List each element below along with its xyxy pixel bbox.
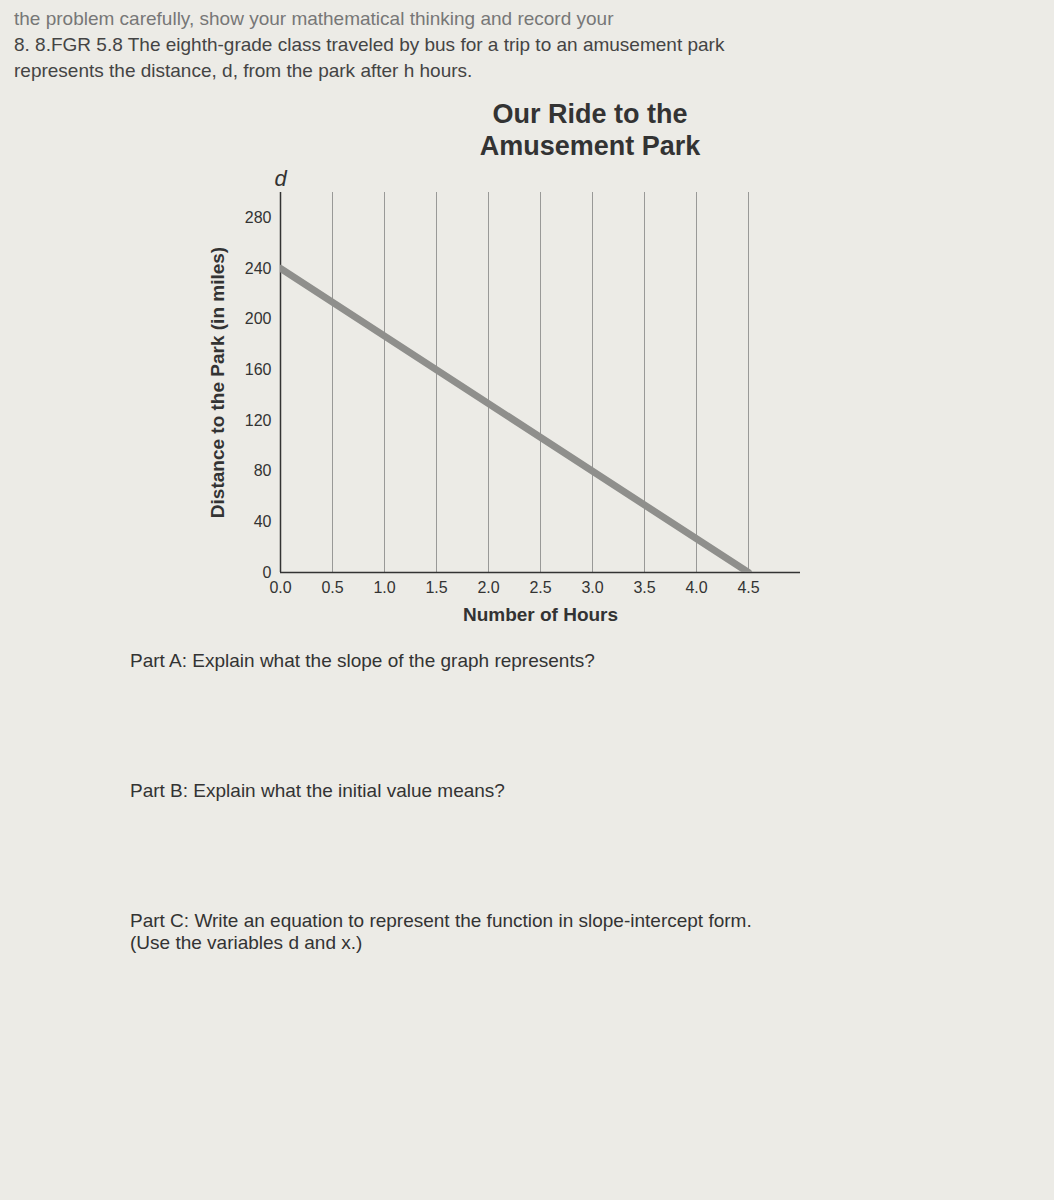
html-text:represents the distance, d, fr: represents the distance, d, from the par… [14,60,473,81]
svg-text:2.0: 2.0 [477,579,499,596]
svg-text:4.5: 4.5 [737,579,759,596]
svg-text:80: 80 [254,462,272,479]
svg-text:0.0: 0.0 [269,579,291,596]
svg-text:Number of Hours: Number of Hours [463,604,618,625]
svg-text:4.0: 4.0 [685,579,707,596]
svg-text:2.5: 2.5 [529,579,551,596]
svg-text:d: d [275,166,288,191]
svg-text:1.5: 1.5 [425,579,447,596]
html-text:Part C: Write an equation to r: Part C: Write an equation to represent t… [130,910,752,931]
svg-text:40: 40 [254,513,272,530]
svg-text:160: 160 [245,361,272,378]
svg-text:3.5: 3.5 [633,579,655,596]
svg-text:240: 240 [245,260,272,277]
html-text:(Use the variables d and x.): (Use the variables d and x.) [130,932,363,953]
svg-text:Distance to the Park (in miles: Distance to the Park (in miles) [207,247,228,518]
svg-text:1.0: 1.0 [373,579,395,596]
html-text:Part A: Explain what the slope: Part A: Explain what the slope of the gr… [130,650,595,671]
svg-text:200: 200 [245,310,272,327]
html-text:Our Ride to the Amusement Park: Our Ride to the Amusement Park [479,99,701,161]
svg-text:120: 120 [245,412,272,429]
svg-text:0.5: 0.5 [321,579,343,596]
svg-text:3.0: 3.0 [581,579,603,596]
svg-text:0: 0 [262,563,272,581]
html-text:8. 8.FGR 5.8 The eighth-grade: 8. 8.FGR 5.8 The eighth-grade class trav… [14,34,725,55]
html-text:the problem carefully, show yo: the problem carefully, show your mathema… [14,8,614,29]
html-text:Part B: Explain what the initi: Part B: Explain what the initial value m… [130,780,505,801]
svg-text:280: 280 [245,209,272,226]
